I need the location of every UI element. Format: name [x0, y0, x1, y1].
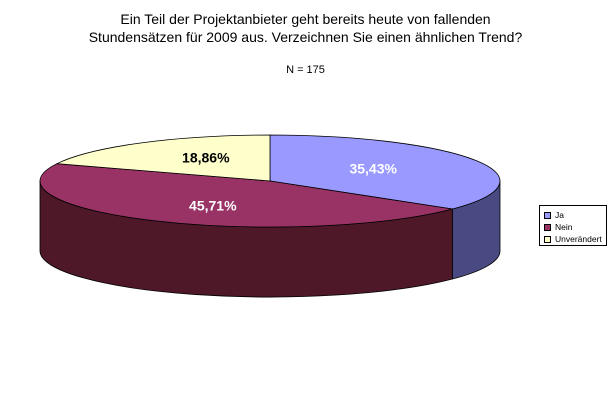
pie-slice-ja — [269, 134, 501, 210]
chart-legend: Ja Nein Unverändert — [539, 205, 607, 246]
pie-slice-nein — [39, 163, 453, 228]
data-label-nein: 45,71% — [189, 198, 237, 214]
pie-slice-unveraendert — [56, 134, 271, 182]
legend-swatch-nein — [544, 223, 551, 231]
legend-label-ja: Ja — [555, 210, 564, 220]
chart-title: Ein Teil der Projektanbieter geht bereit… — [0, 10, 611, 46]
legend-swatch-unveraendert — [544, 235, 551, 243]
legend-label-unveraendert: Unverändert — [555, 234, 602, 244]
chart-title-line-1: Ein Teil der Projektanbieter geht bereit… — [120, 11, 491, 27]
data-label-ja: 35,43% — [349, 160, 397, 176]
data-label-unveraendert: 18,86% — [182, 149, 230, 165]
legend-swatch-ja — [544, 211, 551, 219]
legend-item-unveraendert: Unverändert — [544, 233, 604, 245]
legend-label-nein: Nein — [555, 222, 573, 232]
chart-subtitle: N = 175 — [286, 64, 325, 76]
legend-item-nein: Nein — [544, 221, 604, 233]
chart-title-line-2: Stundensätzen für 2009 aus. Verzeichnen … — [88, 29, 523, 45]
legend-item-ja: Ja — [544, 209, 604, 221]
